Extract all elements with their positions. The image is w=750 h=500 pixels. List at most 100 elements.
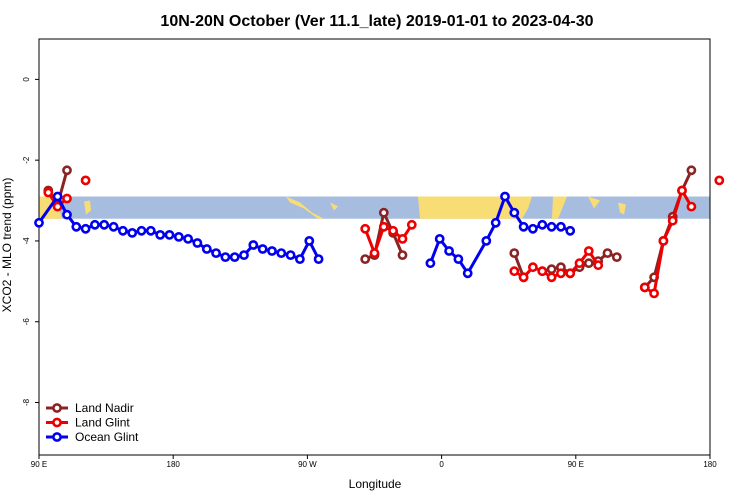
data-point-land-nadir — [686, 165, 697, 176]
x-tick-label: 90 W — [298, 460, 317, 469]
x-axis-label: Longitude — [349, 477, 402, 491]
x-tick-label: 90 E — [568, 460, 584, 469]
y-tick-label: -6 — [22, 318, 31, 326]
data-point-land-nadir — [62, 165, 72, 176]
legend-item-land-nadir: Land Nadir — [46, 401, 134, 415]
data-point-land-nadir — [509, 248, 520, 258]
data-point-ocean-glint — [211, 248, 221, 258]
data-point-ocean-glint — [62, 209, 72, 220]
legend-item-land-glint: Land Glint — [46, 416, 130, 430]
data-point-land-glint — [537, 266, 548, 277]
land-shape — [286, 196, 324, 219]
data-point-ocean-glint — [285, 250, 296, 260]
land-shape — [330, 202, 338, 211]
legend-label: Ocean Glint — [75, 430, 139, 444]
data-point-ocean-glint — [304, 235, 315, 246]
legend-marker — [52, 417, 62, 428]
legend-marker — [52, 403, 62, 413]
data-point-ocean-glint — [99, 219, 110, 230]
y-axis-label: XCO2 - MLO trend (ppm) — [0, 178, 14, 313]
data-point-land-glint — [583, 246, 594, 256]
data-point-ocean-glint — [201, 244, 212, 254]
world-map-strip — [39, 196, 710, 219]
data-point-land-glint — [677, 185, 687, 196]
data-point-land-glint — [686, 201, 697, 212]
data-point-ocean-glint — [71, 221, 82, 232]
chart-title: 10N-20N October (Ver 11.1_late) 2019-01-… — [160, 13, 593, 30]
data-point-ocean-glint — [248, 240, 259, 250]
data-point-ocean-glint — [257, 244, 268, 254]
data-point-land-nadir — [546, 264, 557, 275]
data-point-ocean-glint — [108, 221, 119, 232]
series-layer — [34, 165, 725, 299]
data-point-land-glint — [397, 233, 408, 244]
x-tick-label: 180 — [167, 460, 181, 469]
data-point-land-glint — [43, 187, 54, 198]
data-point-land-nadir — [397, 250, 408, 260]
data-point-ocean-glint — [90, 219, 100, 230]
data-point-land-glint — [565, 268, 576, 279]
data-point-land-glint — [360, 223, 371, 234]
data-point-ocean-glint — [462, 268, 473, 279]
data-point-ocean-glint — [481, 235, 492, 246]
data-point-ocean-glint — [267, 246, 277, 256]
data-point-ocean-glint — [556, 221, 566, 232]
data-point-ocean-glint — [294, 254, 305, 264]
data-point-ocean-glint — [118, 225, 128, 236]
land-shape — [552, 196, 567, 219]
data-point-ocean-glint — [239, 250, 249, 260]
legend-item-ocean-glint: Ocean Glint — [46, 430, 139, 444]
y-tick-label: 0 — [22, 77, 31, 82]
data-point-land-nadir — [360, 254, 371, 264]
x-axis-ticks: 90 E 180 90 W 0 90 E 180 — [31, 455, 717, 469]
data-point-ocean-glint — [220, 252, 231, 262]
data-point-ocean-glint — [34, 217, 44, 228]
data-point-ocean-glint — [52, 191, 63, 202]
y-tick-label: -8 — [22, 398, 31, 406]
data-point-land-glint — [574, 258, 585, 269]
data-point-ocean-glint — [164, 229, 175, 240]
data-point-ocean-glint — [537, 219, 548, 230]
data-point-ocean-glint — [183, 233, 193, 244]
data-point-land-glint — [714, 175, 725, 186]
series-land-glint — [43, 175, 725, 299]
data-point-ocean-glint — [80, 223, 91, 234]
data-point-land-glint — [518, 272, 529, 283]
data-point-land-nadir — [602, 248, 613, 258]
data-point-ocean-glint — [173, 231, 184, 242]
y-tick-label: -2 — [22, 156, 31, 164]
data-point-land-glint — [509, 266, 520, 277]
land-shape — [588, 196, 600, 209]
data-point-ocean-glint — [453, 254, 464, 264]
data-point-ocean-glint — [192, 238, 203, 248]
data-point-land-nadir — [378, 207, 389, 218]
data-point-ocean-glint — [145, 225, 156, 236]
data-point-land-glint — [369, 248, 380, 258]
series-line-land-glint — [513, 249, 600, 279]
data-point-ocean-glint — [434, 233, 445, 244]
data-point-land-glint — [667, 215, 678, 226]
data-point-land-glint — [649, 288, 659, 299]
data-point-land-nadir — [611, 252, 622, 262]
data-point-ocean-glint — [276, 248, 287, 258]
data-point-ocean-glint — [444, 246, 454, 256]
data-point-ocean-glint — [565, 225, 576, 236]
data-point-ocean-glint — [490, 217, 501, 228]
x-tick-label: 180 — [703, 460, 717, 469]
data-point-land-glint — [546, 272, 557, 283]
data-point-ocean-glint — [528, 223, 538, 234]
land-shape — [84, 200, 91, 215]
data-point-ocean-glint — [136, 225, 147, 236]
data-point-land-glint — [528, 262, 538, 273]
legend-label: Land Glint — [75, 416, 130, 430]
data-point-land-glint — [593, 260, 604, 271]
data-point-ocean-glint — [500, 191, 510, 202]
x-tick-label: 0 — [439, 460, 444, 469]
data-point-ocean-glint — [546, 221, 557, 232]
land-shape — [618, 202, 626, 215]
data-point-land-glint — [80, 175, 91, 186]
legend-marker — [52, 432, 62, 442]
data-point-ocean-glint — [155, 229, 166, 240]
ocean-band — [39, 196, 710, 219]
